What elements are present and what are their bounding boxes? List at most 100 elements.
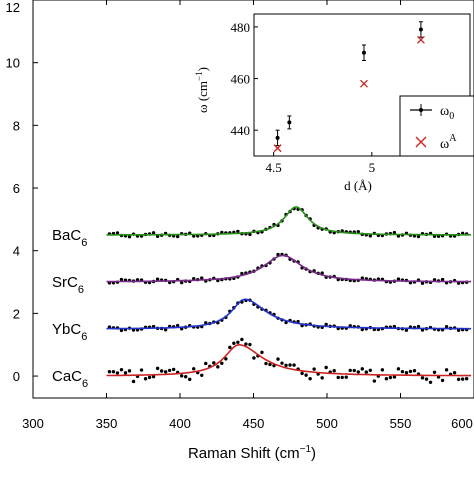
data-point-BaC6 bbox=[175, 234, 180, 239]
legend-omegaA-marker bbox=[415, 136, 427, 148]
inset-x-tick-label: 5 bbox=[369, 160, 376, 175]
data-point-CaC6 bbox=[163, 370, 168, 374]
data-point-CaC6 bbox=[432, 370, 437, 374]
data-point-CaC6 bbox=[452, 371, 457, 375]
data-point-BaC6 bbox=[248, 232, 252, 237]
data-point-CaC6 bbox=[224, 357, 228, 361]
data-point-CaC6 bbox=[412, 369, 417, 373]
inset-y-tick-label: 440 bbox=[231, 123, 251, 138]
data-point-BaC6 bbox=[392, 230, 397, 235]
data-point-CaC6 bbox=[216, 365, 220, 369]
data-point-CaC6 bbox=[280, 361, 284, 365]
data-point-CaC6 bbox=[444, 368, 449, 372]
data-point-CaC6 bbox=[372, 379, 377, 383]
inset-x-tick-label: 4.5 bbox=[266, 160, 282, 175]
data-point-CaC6 bbox=[220, 361, 224, 366]
data-point-CaC6 bbox=[171, 367, 176, 372]
data-point-YbC6 bbox=[296, 319, 300, 324]
data-point-CaC6 bbox=[332, 369, 336, 373]
data-point-CaC6 bbox=[276, 357, 280, 361]
data-point-CaC6 bbox=[352, 368, 356, 373]
data-point-BaC6 bbox=[356, 229, 360, 234]
data-point-SrC6 bbox=[200, 276, 204, 280]
data-point-CaC6 bbox=[123, 371, 128, 375]
data-point-BaC6 bbox=[368, 234, 373, 238]
data-point-SrC6 bbox=[119, 277, 124, 282]
data-point-CaC6 bbox=[380, 368, 385, 372]
inset-omegaA-cross bbox=[360, 79, 368, 88]
data-point-SrC6 bbox=[360, 276, 364, 280]
data-point-CaC6 bbox=[428, 380, 433, 384]
inset-omegaA-cross bbox=[416, 35, 425, 44]
data-point-CaC6 bbox=[392, 375, 397, 379]
main-x-tick-label: 450 bbox=[243, 416, 265, 431]
main-x-tick-label: 350 bbox=[96, 416, 118, 431]
data-point-BaC6 bbox=[416, 234, 421, 239]
inset-legend-box bbox=[399, 95, 474, 157]
data-point-CaC6 bbox=[111, 369, 116, 374]
data-point-CaC6 bbox=[396, 367, 401, 371]
data-point-CaC6 bbox=[300, 371, 304, 376]
data-point-CaC6 bbox=[252, 356, 256, 360]
data-point-SrC6 bbox=[179, 280, 184, 285]
data-point-YbC6 bbox=[324, 322, 328, 327]
inset-omega0-point bbox=[418, 27, 423, 32]
inset-omega0-point bbox=[275, 135, 280, 140]
main-x-tick-label: 500 bbox=[316, 416, 338, 431]
data-point-YbC6 bbox=[204, 321, 208, 325]
data-point-CaC6 bbox=[183, 375, 188, 379]
data-point-BaC6 bbox=[115, 231, 120, 235]
data-point-YbC6 bbox=[175, 323, 180, 328]
inset-omegaA-point bbox=[360, 79, 368, 88]
inset-y-axis-title: ω (cm−1) bbox=[194, 67, 210, 113]
main-y-tick-label: 10 bbox=[6, 56, 20, 71]
data-point-YbC6 bbox=[163, 328, 168, 332]
data-point-CaC6 bbox=[192, 367, 196, 371]
inset-legend: ω0 ωA bbox=[399, 95, 474, 157]
data-point-CaC6 bbox=[408, 369, 413, 374]
data-point-CaC6 bbox=[147, 375, 152, 380]
data-point-CaC6 bbox=[440, 378, 445, 383]
data-point-CaC6 bbox=[456, 377, 461, 382]
data-point-CaC6 bbox=[268, 362, 272, 367]
data-point-CaC6 bbox=[304, 373, 308, 377]
data-point-CaC6 bbox=[143, 377, 148, 381]
inset-omega0-point bbox=[287, 120, 292, 125]
data-point-YbC6 bbox=[360, 327, 364, 332]
data-point-CaC6 bbox=[460, 377, 465, 381]
inset-x-axis-title: d (Å) bbox=[344, 178, 372, 193]
data-point-CaC6 bbox=[248, 342, 252, 347]
data-point-SrC6 bbox=[440, 277, 445, 282]
data-point-CaC6 bbox=[179, 374, 184, 378]
main-x-tick-label: 550 bbox=[390, 416, 412, 431]
data-point-CaC6 bbox=[360, 367, 364, 371]
inset-omegaA-point bbox=[273, 144, 282, 153]
data-point-CaC6 bbox=[336, 375, 340, 380]
inset-y-tick-label: 460 bbox=[231, 72, 251, 87]
legend-omega0-label: ω0 bbox=[440, 104, 454, 122]
data-point-CaC6 bbox=[240, 337, 244, 342]
main-x-tick-label: 600 bbox=[451, 416, 473, 431]
main-x-tick-label: 300 bbox=[22, 416, 44, 431]
data-point-BaC6 bbox=[127, 235, 132, 239]
fit-curve-CaC6 bbox=[106, 343, 472, 377]
data-point-CaC6 bbox=[204, 361, 208, 366]
data-point-CaC6 bbox=[288, 363, 292, 367]
data-point-CaC6 bbox=[404, 370, 409, 375]
inset-omegaA-point bbox=[416, 35, 425, 44]
data-point-CaC6 bbox=[324, 365, 328, 370]
data-point-CaC6 bbox=[320, 376, 324, 380]
data-point-SrC6 bbox=[420, 281, 425, 285]
data-point-YbC6 bbox=[404, 328, 409, 332]
data-point-CaC6 bbox=[424, 377, 429, 381]
data-point-CaC6 bbox=[159, 369, 164, 373]
data-point-CaC6 bbox=[368, 368, 373, 372]
data-point-CaC6 bbox=[388, 375, 393, 380]
data-point-CaC6 bbox=[244, 342, 248, 346]
fit-curve-BaC6 bbox=[106, 206, 472, 236]
data-point-SrC6 bbox=[396, 277, 401, 281]
data-point-YbC6 bbox=[416, 324, 421, 329]
data-point-CaC6 bbox=[119, 368, 124, 372]
